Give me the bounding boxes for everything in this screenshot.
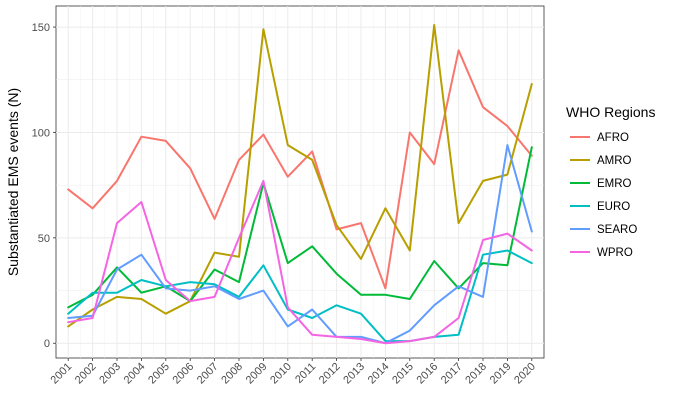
x-tick-label: 2007	[195, 361, 221, 387]
legend-label-wpro: WPRO	[597, 247, 633, 259]
x-tick-label: 2017	[439, 361, 465, 387]
series-line-searo	[67, 144, 533, 345]
series-line-euro	[67, 249, 533, 343]
series-line-amro	[67, 24, 533, 328]
x-tick-label: 2016	[415, 361, 441, 387]
x-tick-label: 2008	[219, 361, 245, 387]
x-tick-label: 2013	[341, 361, 367, 387]
x-tick-label: 2010	[268, 361, 294, 387]
x-axis: 2001200220032004200520062007200820092010…	[49, 358, 538, 386]
legend-label-emro: EMRO	[597, 178, 632, 190]
legend-label-amro: AMRO	[597, 155, 632, 167]
minor-gridlines	[56, 6, 544, 358]
y-tick-label: 50	[38, 233, 50, 245]
x-tick-label: 2015	[390, 361, 416, 387]
legend-label-afro: AFRO	[597, 132, 629, 144]
series-line-wpro	[67, 179, 533, 345]
legend: WHO Regions AFRO AMRO EMRO EURO SEARO WPRO	[566, 104, 655, 259]
x-tick-label: 2011	[293, 361, 318, 386]
y-axis-title: Substantiated EMS events (N)	[5, 88, 21, 276]
x-tick-label: 2001	[49, 361, 75, 387]
x-tick-label: 2006	[171, 361, 197, 387]
x-tick-label: 2020	[512, 361, 538, 387]
x-tick-label: 2014	[366, 361, 392, 387]
y-tick-label: 100	[32, 127, 50, 139]
series-line-afro	[67, 49, 533, 290]
legend-label-searo: SEARO	[597, 224, 637, 236]
y-tick-label: 0	[44, 338, 50, 350]
x-tick-label: 2003	[97, 361, 123, 387]
x-tick-label: 2018	[463, 361, 489, 387]
x-tick-label: 2012	[317, 361, 343, 387]
series-lines	[67, 24, 533, 345]
x-tick-label: 2019	[488, 361, 514, 387]
x-tick-label: 2004	[122, 361, 148, 387]
x-tick-label: 2002	[73, 361, 99, 387]
x-tick-label: 2005	[146, 361, 172, 387]
y-axis: 0 50 100 150	[32, 22, 56, 350]
y-tick-label: 150	[32, 22, 50, 34]
x-tick-label: 2009	[244, 361, 270, 387]
legend-title: WHO Regions	[566, 104, 655, 120]
series-line-emro	[67, 146, 533, 309]
legend-label-euro: EURO	[597, 201, 630, 213]
